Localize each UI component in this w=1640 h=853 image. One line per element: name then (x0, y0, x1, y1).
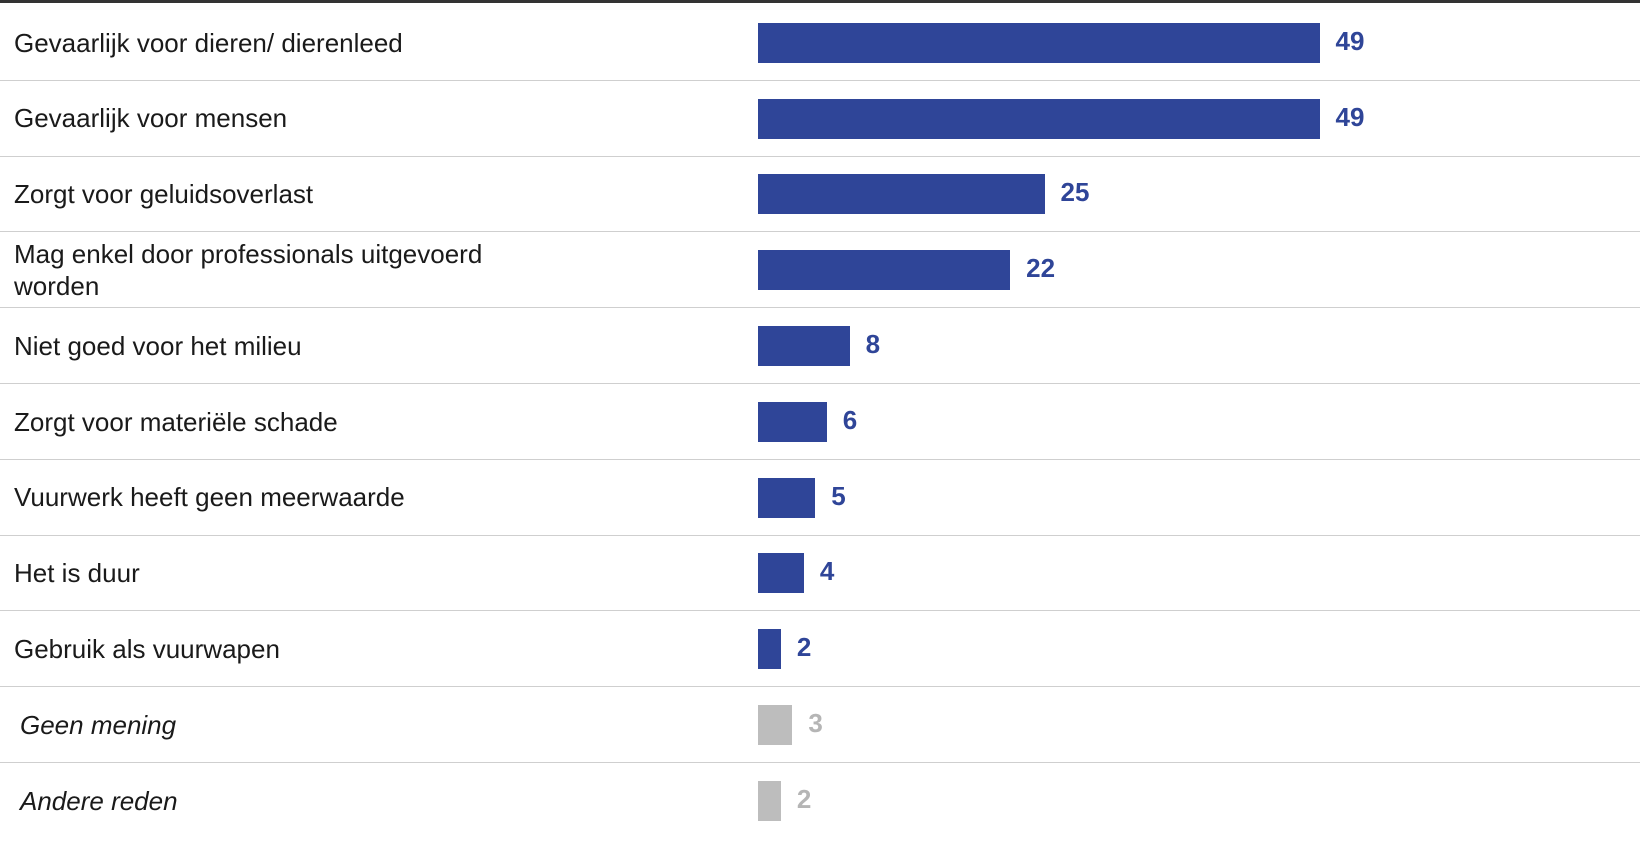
bar-value-label: 25 (1060, 177, 1090, 208)
bar (758, 250, 1011, 291)
category-label: Zorgt voor materiële schade (14, 406, 338, 437)
chart-row: Gevaarlijk voor dieren/ dierenleed 49 (0, 5, 1640, 81)
category-label: Zorgt voor geluidsoverlast (14, 179, 314, 210)
bar-value-label: 49 (1335, 25, 1365, 56)
row-divider (0, 79, 1640, 81)
chart-row: Het is duur 4 (0, 536, 1640, 612)
bar-value-label: 3 (808, 708, 823, 739)
bar (758, 629, 781, 670)
bar-value-label: 6 (842, 404, 858, 435)
category-label: Het is duur (14, 558, 140, 589)
bar (758, 22, 1320, 63)
category-label: Andere reden (20, 785, 178, 816)
bar (758, 705, 793, 746)
row-divider (0, 231, 1640, 233)
category-label: Geen mening (20, 709, 177, 740)
row-divider (0, 610, 1640, 612)
row-divider (0, 686, 1640, 688)
category-label: Niet goed voor het milieu (14, 330, 302, 361)
category-label: Vuurwerk heeft geen meerwaarde (14, 482, 405, 513)
bar-value-label: 22 (1026, 253, 1056, 284)
row-divider (0, 458, 1640, 460)
chart-row: Mag enkel door professionals uitgevoerd … (0, 232, 1640, 309)
chart-row: Gevaarlijk voor mensen 49 (0, 81, 1640, 157)
category-label: Gevaarlijk voor dieren/ dierenleed (14, 27, 403, 58)
bar-value-label: 2 (796, 632, 812, 663)
top-rule (0, 0, 1640, 3)
category-label: Gevaarlijk voor mensen (14, 103, 288, 134)
bar-value-label: 8 (865, 329, 881, 360)
chart-row: Zorgt voor materiële schade 6 (0, 384, 1640, 460)
row-divider (0, 382, 1640, 384)
bar-value-label: 49 (1335, 101, 1365, 132)
chart-row: Vuurwerk heeft geen meerwaarde 5 (0, 460, 1640, 536)
bar-value-label: 4 (819, 556, 835, 587)
bar (758, 401, 827, 442)
bar (758, 98, 1320, 139)
bar (758, 553, 804, 594)
category-label: Mag enkel door professionals uitgevoerd … (14, 238, 483, 302)
row-divider (0, 155, 1640, 157)
row-divider (0, 534, 1640, 536)
bar (758, 780, 781, 821)
bar-value-label: 5 (831, 480, 846, 511)
bar (758, 326, 850, 367)
category-label: Gebruik als vuurwapen (14, 634, 280, 665)
chart-row: Zorgt voor geluidsoverlast 25 (0, 157, 1640, 233)
bar (758, 174, 1045, 215)
chart-row: Gebruik als vuurwapen 2 (0, 611, 1640, 688)
bar-value-label: 2 (796, 783, 812, 814)
row-divider (0, 307, 1640, 309)
bar (758, 477, 816, 518)
row-divider (0, 761, 1640, 763)
chart-row: Geen mening 3 (0, 687, 1640, 763)
chart-row: Andere reden 2 (0, 763, 1640, 839)
chart-row: Niet goed voor het milieu 8 (0, 308, 1640, 384)
